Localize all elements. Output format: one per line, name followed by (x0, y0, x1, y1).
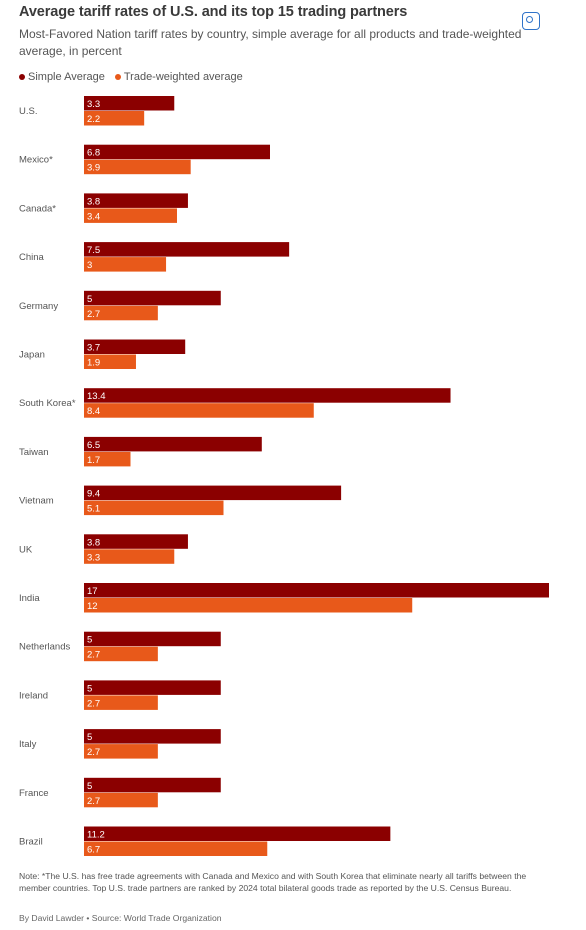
footnote: Note: *The U.S. has free trade agreement… (19, 871, 527, 893)
category-label-canada: Canada* (19, 203, 56, 214)
bar-weighted-vietnam (84, 500, 224, 516)
value-label-simple-china: 7.5 (87, 245, 100, 256)
category-label-india: India (19, 593, 40, 604)
value-label-simple-canada: 3.8 (87, 196, 100, 207)
category-label-mexico: Mexico* (19, 155, 53, 166)
bar-chart: U.S. 3.3 2.2 Mexico* 6.8 3.9 Canada* 3.8 3.4 Chin… (19, 96, 549, 856)
bar-simple-uk (84, 534, 188, 549)
bar-weighted-ireland (84, 695, 158, 710)
value-label-weighted-germany: 2.7 (87, 309, 100, 320)
bar-simple-italy (84, 729, 221, 744)
expand-icon[interactable] (522, 12, 540, 30)
value-label-simple-u-s: 3.3 (87, 99, 100, 110)
value-label-weighted-france: 2.7 (87, 796, 100, 807)
value-label-simple-ireland: 5 (87, 683, 92, 694)
legend-swatch-weighted (114, 74, 121, 80)
legend-label-simple: Simple Average (28, 71, 105, 83)
bar-simple-netherlands (84, 631, 221, 647)
category-label-china: China (19, 252, 45, 263)
value-label-simple-italy: 5 (87, 732, 92, 743)
bar-simple-india (84, 583, 549, 598)
chart-title: Average tariff rates of U.S. and its top… (19, 4, 408, 20)
legend-item-simple: Simple Average (19, 71, 105, 83)
bar-simple-japan (84, 339, 186, 354)
value-label-simple-mexico: 6.8 (87, 148, 100, 159)
category-label-japan: Japan (19, 350, 45, 361)
bar-simple-u-s (84, 96, 175, 111)
category-label-germany: Germany (19, 301, 58, 312)
bar-weighted-south-korea (84, 403, 314, 418)
bar-simple-vietnam (84, 485, 342, 501)
bar-weighted-u-s (84, 111, 145, 126)
value-label-simple-germany: 5 (87, 294, 92, 305)
value-label-simple-netherlands: 5 (87, 635, 92, 646)
value-label-weighted-vietnam: 5.1 (87, 504, 100, 515)
bar-weighted-uk (84, 549, 175, 564)
bar-simple-france (84, 777, 221, 793)
bar-weighted-taiwan (84, 451, 131, 467)
value-label-simple-taiwan: 6.5 (87, 440, 100, 451)
legend: Simple Average Trade-weighted average (19, 71, 243, 83)
bar-simple-ireland (84, 680, 221, 695)
category-label-uk: UK (19, 544, 33, 555)
legend-swatch-simple (19, 74, 25, 80)
bar-simple-south-korea (84, 388, 451, 403)
value-label-simple-south-korea: 13.4 (87, 391, 106, 402)
legend-label-weighted: Trade-weighted average (123, 71, 243, 83)
bar-simple-canada (84, 193, 188, 208)
category-label-italy: Italy (19, 739, 37, 750)
bar-weighted-canada (84, 208, 177, 223)
value-label-simple-uk: 3.8 (87, 537, 100, 548)
value-label-weighted-canada: 3.4 (87, 211, 100, 222)
value-label-weighted-uk: 3.3 (87, 552, 100, 563)
category-label-vietnam: Vietnam (19, 496, 54, 507)
category-label-south-korea: South Korea* (19, 398, 76, 409)
bar-weighted-japan (84, 354, 136, 369)
bar-weighted-italy (84, 744, 158, 759)
value-label-simple-japan: 3.7 (87, 343, 100, 354)
value-label-simple-brazil: 11.2 (87, 830, 105, 841)
category-label-ireland: Ireland (19, 690, 48, 701)
value-label-weighted-china: 3 (87, 260, 92, 271)
bar-weighted-netherlands (84, 646, 158, 662)
bar-weighted-india (84, 598, 413, 613)
value-label-simple-france: 5 (87, 781, 92, 792)
value-label-weighted-ireland: 2.7 (87, 698, 100, 709)
legend-item-weighted: Trade-weighted average (114, 71, 243, 83)
bar-weighted-china (84, 257, 167, 272)
bar-simple-brazil (84, 826, 391, 841)
category-label-france: France (19, 788, 49, 799)
bar-simple-mexico (84, 144, 270, 160)
value-label-weighted-u-s: 2.2 (87, 114, 100, 125)
category-label-netherlands: Netherlands (19, 642, 70, 653)
bar-weighted-mexico (84, 159, 191, 175)
chart-subtitle: Most-Favored Nation tariff rates by coun… (19, 27, 522, 58)
value-label-weighted-brazil: 6.7 (87, 845, 100, 856)
category-label-taiwan: Taiwan (19, 447, 49, 458)
bar-simple-germany (84, 290, 221, 306)
bar-simple-china (84, 242, 290, 257)
byline: By David Lawder • Source: World Trade Or… (19, 913, 222, 923)
category-label-brazil: Brazil (19, 837, 43, 848)
value-label-weighted-india: 12 (87, 601, 98, 612)
bar-weighted-france (84, 792, 158, 808)
bar-weighted-germany (84, 305, 158, 321)
category-label-u-s: U.S. (19, 106, 37, 117)
value-label-weighted-taiwan: 1.7 (87, 455, 100, 466)
value-label-simple-vietnam: 9.4 (87, 489, 100, 500)
value-label-weighted-italy: 2.7 (87, 747, 100, 758)
bar-weighted-brazil (84, 841, 268, 856)
value-label-weighted-japan: 1.9 (87, 358, 100, 369)
value-label-simple-india: 17 (87, 586, 98, 597)
bar-simple-taiwan (84, 436, 262, 452)
value-label-weighted-mexico: 3.9 (87, 163, 100, 174)
value-label-weighted-netherlands: 2.7 (87, 650, 100, 661)
value-label-weighted-south-korea: 8.4 (87, 406, 100, 417)
